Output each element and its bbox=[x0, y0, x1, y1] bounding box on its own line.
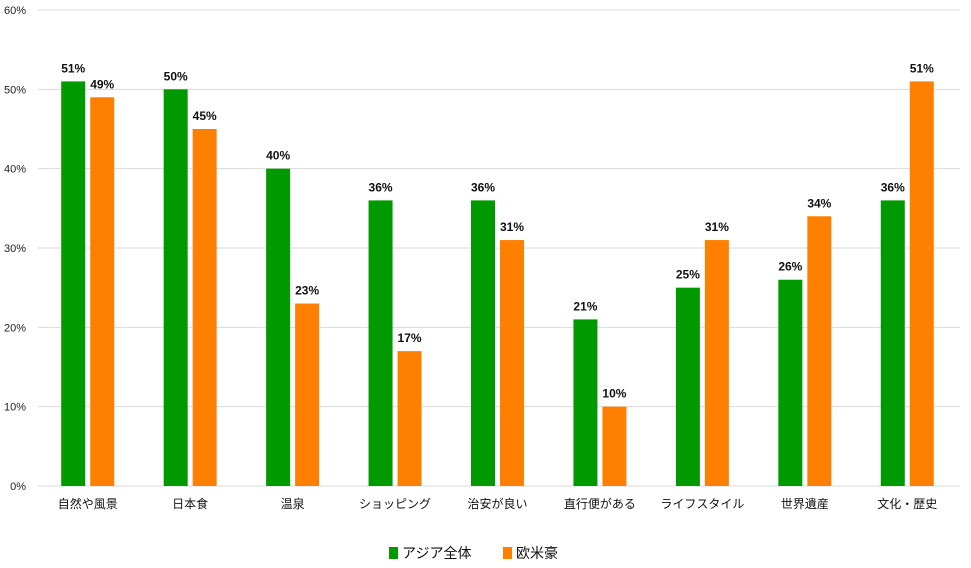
x-category-label: 自然や風景 bbox=[58, 496, 118, 511]
data-label: 40% bbox=[266, 149, 290, 163]
bar-asia bbox=[880, 200, 905, 486]
y-tick-label: 30% bbox=[4, 243, 26, 255]
x-category-label: ショッピング bbox=[359, 497, 431, 511]
bar-west bbox=[602, 406, 627, 486]
data-label: 10% bbox=[602, 387, 626, 401]
bar-asia bbox=[266, 168, 291, 486]
data-label: 31% bbox=[500, 220, 524, 234]
y-tick-label: 40% bbox=[4, 164, 26, 176]
x-category-label: 日本食 bbox=[172, 496, 208, 511]
bar-west bbox=[397, 351, 422, 486]
data-label: 21% bbox=[573, 299, 597, 313]
x-category-label: ライフスタイル bbox=[660, 497, 744, 511]
data-label: 36% bbox=[369, 180, 393, 194]
bar-asia bbox=[61, 81, 86, 487]
x-category-label: 治安が良い bbox=[467, 496, 527, 511]
bar-west bbox=[192, 129, 217, 486]
bar-asia bbox=[778, 279, 803, 486]
legend-swatch bbox=[389, 547, 398, 559]
y-tick-label: 0% bbox=[10, 481, 26, 493]
bar-west bbox=[500, 240, 524, 486]
data-label: 34% bbox=[807, 196, 831, 210]
data-label: 17% bbox=[398, 331, 422, 345]
data-label: 49% bbox=[90, 77, 114, 91]
data-label: 36% bbox=[471, 180, 495, 194]
y-tick-label: 50% bbox=[4, 84, 26, 96]
x-category-label: 直行便がある bbox=[564, 496, 636, 511]
bar-west bbox=[807, 216, 832, 486]
bar-west bbox=[90, 97, 115, 487]
data-label: 45% bbox=[193, 109, 217, 123]
x-category-label: 世界遺産 bbox=[781, 496, 829, 511]
data-label: 31% bbox=[705, 220, 729, 234]
data-label: 23% bbox=[295, 284, 319, 298]
data-label: 36% bbox=[881, 180, 905, 194]
data-label: 26% bbox=[778, 260, 802, 274]
y-tick-label: 10% bbox=[4, 402, 26, 414]
data-label: 25% bbox=[676, 268, 700, 282]
legend-label: 欧米豪 bbox=[516, 545, 558, 561]
y-tick-label: 20% bbox=[4, 322, 26, 334]
data-label: 51% bbox=[910, 61, 934, 75]
bar-asia bbox=[368, 200, 393, 486]
x-category-label: 温泉 bbox=[281, 497, 305, 511]
bar-west bbox=[704, 240, 729, 486]
legend-label: アジア全体 bbox=[402, 545, 471, 561]
bar-asia bbox=[675, 287, 700, 486]
bar-west bbox=[295, 303, 320, 486]
bar-asia bbox=[471, 200, 495, 486]
bar-west bbox=[909, 81, 934, 487]
y-tick-label: 60% bbox=[4, 5, 26, 17]
data-label: 50% bbox=[164, 69, 188, 83]
bar-asia bbox=[573, 319, 598, 486]
data-label: 51% bbox=[61, 61, 85, 75]
legend-swatch bbox=[503, 547, 512, 559]
bar-asia bbox=[163, 89, 188, 486]
x-category-label: 文化・歴史 bbox=[877, 496, 937, 511]
